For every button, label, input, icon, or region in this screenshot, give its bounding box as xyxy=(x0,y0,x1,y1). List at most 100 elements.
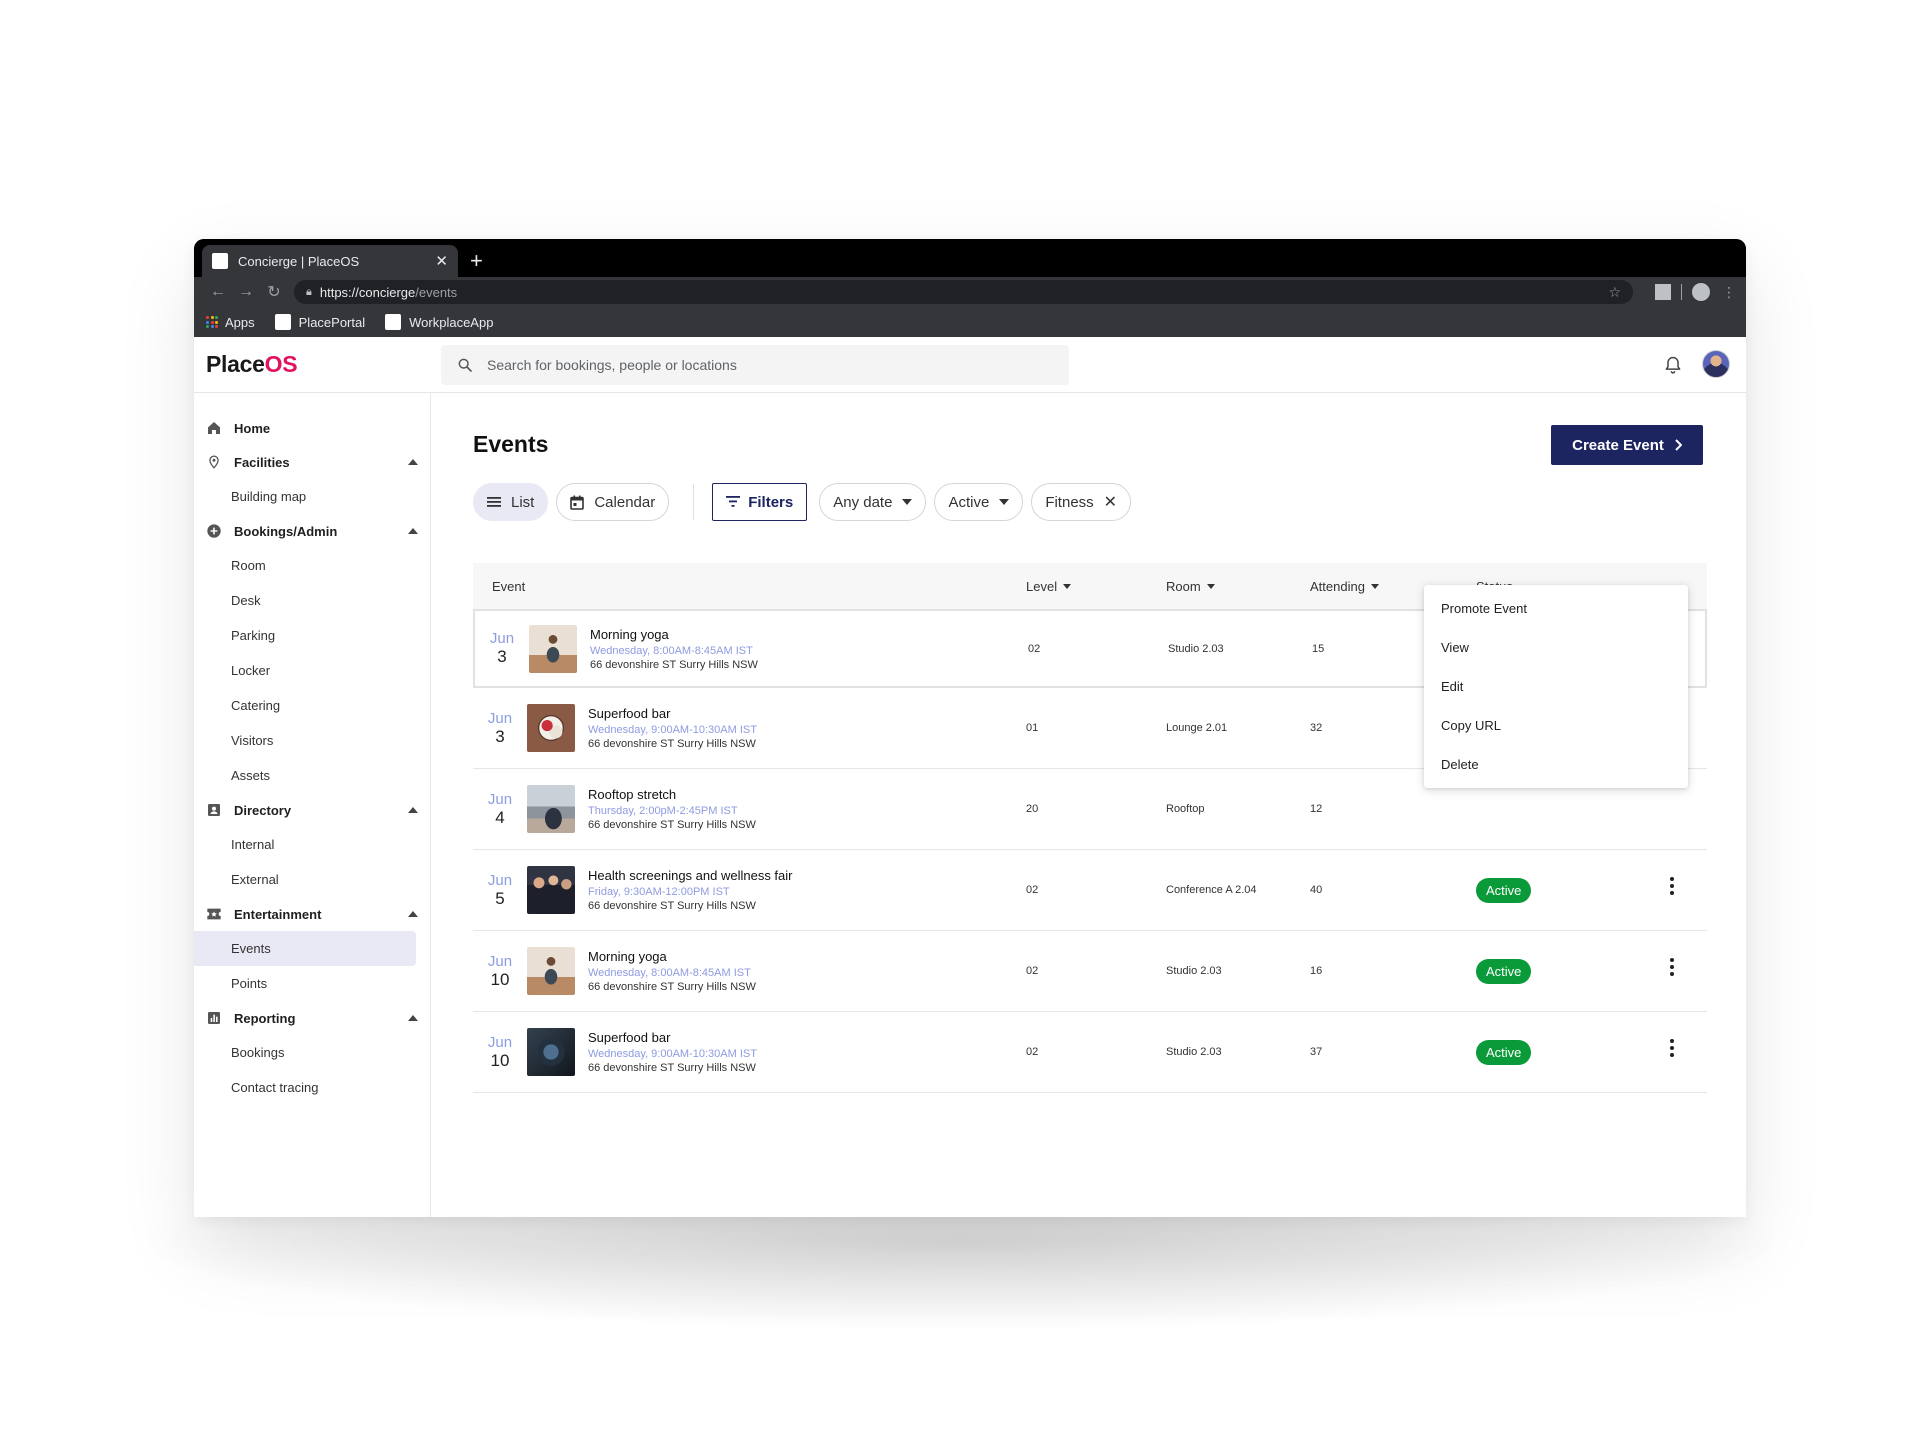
event-info: Morning yoga Wednesday, 8:00AM-8:45AM IS… xyxy=(590,627,1028,671)
remove-filter-icon[interactable]: ✕ xyxy=(1103,494,1118,511)
forward-icon[interactable]: → xyxy=(238,283,254,300)
create-event-button[interactable]: Create Event xyxy=(1551,425,1703,465)
sidebar-item-points[interactable]: Points xyxy=(231,976,268,991)
sidebar-item-assets[interactable]: Assets xyxy=(231,768,271,783)
create-event-label: Create Event xyxy=(1572,436,1664,454)
category-filter-chip[interactable]: Fitness ✕ xyxy=(1031,483,1132,521)
table-row[interactable]: Jun 3 Morning yoga Wednesday, 8:00AM-8:45… xyxy=(473,609,1707,688)
sidebar-item-building-map[interactable]: Building map xyxy=(231,489,307,504)
category-filter-value: Fitness xyxy=(1045,493,1094,511)
event-month: Jun xyxy=(487,709,513,727)
browser-profile-icon[interactable] xyxy=(1692,283,1710,301)
sidebar-item-home[interactable]: Home xyxy=(194,411,430,445)
event-date: Jun 3 xyxy=(475,630,529,667)
row-menu-icon[interactable] xyxy=(1670,877,1674,895)
collapse-caret-icon[interactable] xyxy=(408,459,418,465)
sidebar-item-visitors[interactable]: Visitors xyxy=(231,733,274,748)
sidebar-section-directory[interactable]: Directory xyxy=(194,793,430,827)
bookmark-star-icon[interactable]: ☆ xyxy=(1608,283,1621,300)
calendar-view-toggle[interactable]: Calendar xyxy=(556,483,670,521)
sidebar-section-entertainment[interactable]: Entertainment xyxy=(194,897,430,931)
browser-menu-icon[interactable]: ⋮ xyxy=(1722,283,1736,300)
location-pin-icon xyxy=(206,454,222,470)
sidebar-item-bookings-report[interactable]: Bookings xyxy=(231,1045,285,1060)
sidebar-item-contact-tracing[interactable]: Contact tracing xyxy=(231,1080,319,1095)
table-row[interactable]: Jun 10 Morning yoga Wednesday, 8:00AM-8:4… xyxy=(473,931,1707,1012)
collapse-caret-icon[interactable] xyxy=(408,528,418,534)
reload-icon[interactable]: ↻ xyxy=(267,284,281,301)
browser-tab[interactable]: Concierge | PlaceOS ✕ xyxy=(202,245,458,277)
collapse-caret-icon[interactable] xyxy=(408,807,418,813)
logo-place: Place xyxy=(206,351,265,377)
column-header-level[interactable]: Level xyxy=(1026,579,1166,594)
sidebar-item-desk[interactable]: Desk xyxy=(231,593,261,608)
filters-button[interactable]: Filters xyxy=(712,483,808,521)
event-attending: 37 xyxy=(1310,1046,1323,1058)
event-time: Wednesday, 9:00AM-10:30AM IST xyxy=(588,724,757,736)
event-title[interactable]: Health screenings and wellness fair xyxy=(588,868,793,883)
user-avatar[interactable] xyxy=(1702,350,1730,378)
event-info: Health screenings and wellness fair Frid… xyxy=(588,868,1026,912)
menu-item-delete[interactable]: Delete xyxy=(1441,757,1479,772)
browser-window: Concierge | PlaceOS ✕ + ← → ↻ 🔒︎ https:/… xyxy=(194,239,1746,1217)
status-filter-dropdown[interactable]: Active xyxy=(934,483,1024,521)
new-tab-button[interactable]: + xyxy=(470,248,483,273)
event-title[interactable]: Morning yoga xyxy=(590,626,669,642)
bookmark-apps[interactable]: Apps xyxy=(206,315,255,330)
url-field[interactable]: 🔒︎ https://concierge/events ☆ xyxy=(294,280,1633,304)
event-title[interactable]: Morning yoga xyxy=(588,949,667,964)
table-row[interactable]: Jun 5 Health screenings and wellness fair… xyxy=(473,850,1707,931)
event-date: Jun 5 xyxy=(473,872,527,909)
page-icon xyxy=(385,314,402,330)
event-time: Wednesday, 8:00AM-8:45AM IST xyxy=(590,644,753,657)
column-header-attending[interactable]: Attending xyxy=(1310,579,1476,594)
bookmark-workplaceapp[interactable]: WorkplaceApp xyxy=(385,314,493,330)
menu-item-view[interactable]: View xyxy=(1441,640,1469,655)
dropdown-caret-icon xyxy=(902,499,913,505)
row-menu-icon[interactable] xyxy=(1670,1039,1674,1057)
list-view-toggle[interactable]: List xyxy=(473,483,549,521)
table-row[interactable]: Jun 4 Rooftop stretch Thursday, 2:00pM-2:… xyxy=(473,769,1707,850)
ticket-icon xyxy=(206,906,222,922)
menu-item-edit[interactable]: Edit xyxy=(1441,679,1464,694)
sidebar-item-internal[interactable]: Internal xyxy=(231,837,275,852)
collapse-caret-icon[interactable] xyxy=(408,1015,418,1021)
sidebar-label: Entertainment xyxy=(234,906,322,922)
filters-label: Filters xyxy=(748,493,794,511)
menu-item-copy-url[interactable]: Copy URL xyxy=(1441,718,1501,733)
browser-chrome: Concierge | PlaceOS ✕ + ← → ↻ 🔒︎ https:/… xyxy=(194,239,1746,337)
event-location: 66 devonshire ST Surry Hills NSW xyxy=(588,819,756,831)
row-menu-icon[interactable] xyxy=(1670,958,1674,976)
close-tab-icon[interactable]: ✕ xyxy=(435,253,448,270)
placeos-logo[interactable]: PlaceOS xyxy=(206,351,298,378)
sidebar-section-facilities[interactable]: Facilities xyxy=(194,445,430,479)
notification-bell-icon[interactable] xyxy=(1663,354,1683,376)
extension-icon[interactable] xyxy=(1655,284,1671,300)
table-row[interactable]: Jun 10 Superfood bar Wednesday, 9:00AM-10… xyxy=(473,1012,1707,1093)
event-time: Thursday, 2:00pM-2:45PM IST xyxy=(588,805,738,817)
collapse-caret-icon[interactable] xyxy=(408,911,418,917)
event-status: Active xyxy=(1476,1039,1707,1065)
event-title[interactable]: Superfood bar xyxy=(588,706,671,721)
sidebar-item-locker[interactable]: Locker xyxy=(231,663,271,678)
event-level: 01 xyxy=(1026,722,1039,734)
menu-item-promote-event[interactable]: Promote Event xyxy=(1441,601,1527,616)
sidebar-item-events[interactable]: Events xyxy=(194,931,416,966)
sidebar-item-parking[interactable]: Parking xyxy=(231,628,276,643)
sidebar-item-room[interactable]: Room xyxy=(231,558,266,573)
sidebar-section-reporting[interactable]: Reporting xyxy=(194,1001,430,1035)
column-header-label: Room xyxy=(1166,578,1201,594)
column-header-room[interactable]: Room xyxy=(1166,579,1310,594)
search-placeholder: Search for bookings, people or locations xyxy=(487,357,737,373)
bookmark-placeportal[interactable]: PlacePortal xyxy=(274,314,365,330)
date-filter-dropdown[interactable]: Any date xyxy=(819,483,927,521)
search-icon xyxy=(458,358,472,372)
search-input[interactable]: Search for bookings, people or locations xyxy=(441,345,1069,385)
sidebar-item-external[interactable]: External xyxy=(231,872,279,887)
event-title[interactable]: Superfood bar xyxy=(588,1030,671,1045)
table-row[interactable]: Jun 3 Superfood bar Wednesday, 9:00AM-10:… xyxy=(473,688,1707,769)
event-title[interactable]: Rooftop stretch xyxy=(588,787,677,802)
sidebar-item-catering[interactable]: Catering xyxy=(231,698,281,713)
sidebar-section-bookings[interactable]: Bookings/Admin xyxy=(194,514,430,548)
back-icon[interactable]: ← xyxy=(210,283,226,300)
